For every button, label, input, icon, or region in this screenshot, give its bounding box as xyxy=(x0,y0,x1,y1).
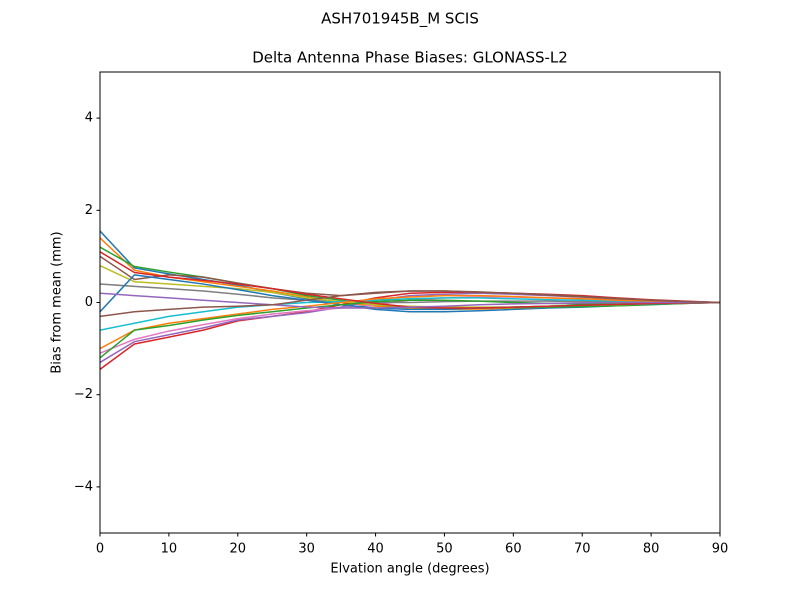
series-line xyxy=(100,292,720,309)
y-tick-label: 2 xyxy=(85,203,93,218)
x-tick-label: 60 xyxy=(505,542,522,557)
x-tick-label: 80 xyxy=(643,542,660,557)
series-line xyxy=(100,290,720,318)
chart-title: Delta Antenna Phase Biases: GLONASS-L2 xyxy=(252,49,568,67)
x-tick-label: 50 xyxy=(436,542,453,557)
y-tick-label: 0 xyxy=(85,295,93,310)
y-tick-label: −2 xyxy=(74,387,93,402)
suptitle: ASH701945B_M SCIS xyxy=(321,10,479,29)
y-tick-label: −4 xyxy=(74,479,93,494)
y-tick-label: 4 xyxy=(85,111,93,126)
x-tick-label: 40 xyxy=(367,542,384,557)
y-axis-label: Bias from mean (mm) xyxy=(50,231,65,373)
x-axis-label: Elvation angle (degrees) xyxy=(330,562,489,577)
x-tick-label: 10 xyxy=(161,542,178,557)
x-tick-label: 70 xyxy=(574,542,591,557)
series-line xyxy=(100,297,720,331)
x-tick-label: 30 xyxy=(298,542,315,557)
x-tick-label: 20 xyxy=(230,542,247,557)
x-tick-label: 0 xyxy=(96,542,104,557)
series-line xyxy=(100,294,720,350)
x-tick-label: 90 xyxy=(712,542,729,557)
